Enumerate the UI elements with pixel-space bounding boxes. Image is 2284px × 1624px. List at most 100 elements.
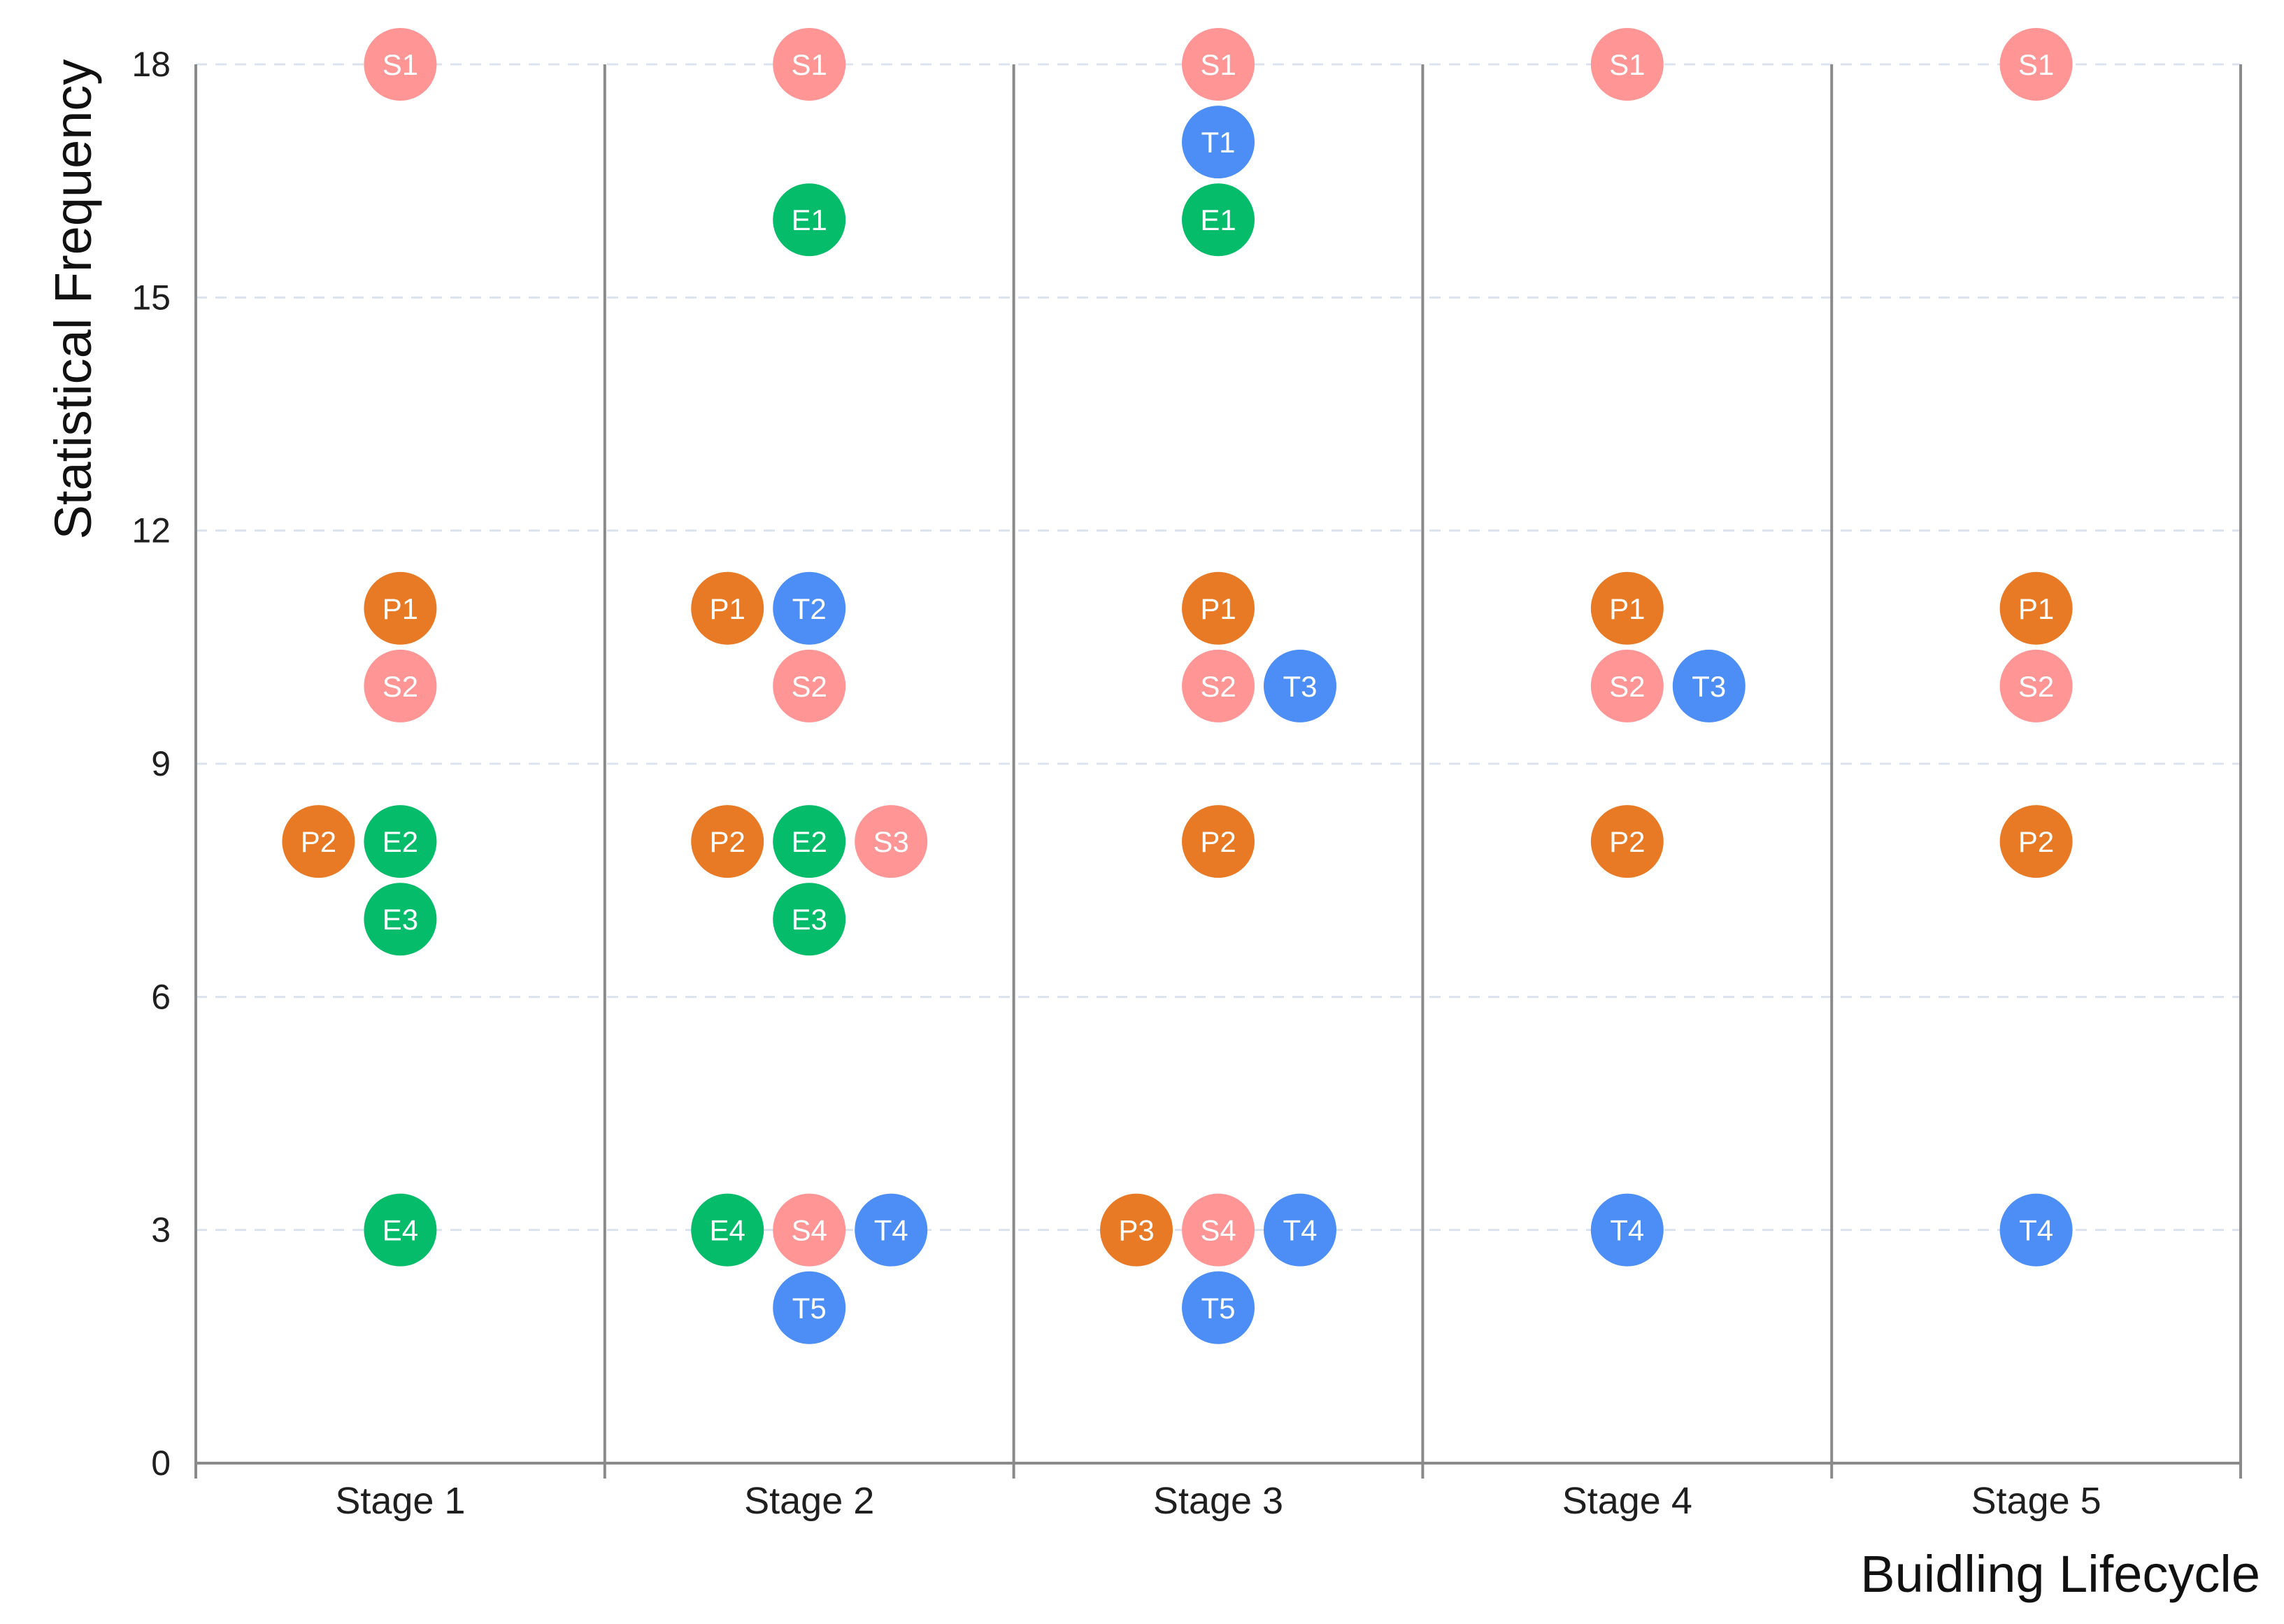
point-label: T4 (1283, 1214, 1317, 1247)
y-tick-6: 6 (151, 977, 171, 1016)
point-label: T5 (792, 1292, 827, 1325)
point-marker (1182, 28, 1255, 101)
point-marker (773, 1271, 846, 1344)
point-marker (1182, 571, 1255, 645)
point-marker (364, 571, 437, 645)
point-label: S2 (1200, 670, 1236, 703)
point-marker (282, 805, 355, 878)
point-stage4-t4: T4 (1590, 1193, 1664, 1267)
x-tick-2: Stage 2 (744, 1480, 874, 1522)
point-marker (855, 805, 928, 878)
x-tick-1: Stage 1 (335, 1480, 465, 1522)
y-tick-3: 3 (151, 1211, 171, 1250)
point-marker (1672, 649, 1746, 722)
point-stage4-p1: P1 (1590, 571, 1664, 645)
point-marker (1590, 28, 1664, 101)
x-tick-labels: Stage 1 Stage 2 Stage 3 Stage 4 Stage 5 (335, 1480, 2101, 1522)
point-stage2-t4: T4 (855, 1193, 928, 1267)
point-stage4-s2: S2 (1590, 649, 1664, 722)
point-marker (691, 805, 764, 878)
point-label: P1 (2018, 592, 2054, 625)
point-marker (1590, 571, 1664, 645)
point-stage3-s2: S2 (1182, 649, 1255, 722)
y-tick-0: 0 (151, 1444, 171, 1483)
point-stage4-p2: P2 (1590, 805, 1664, 878)
point-stage3-t5: T5 (1182, 1271, 1255, 1344)
point-stage5-s1: S1 (1999, 28, 2073, 101)
point-marker (773, 649, 846, 722)
point-stage3-e1: E1 (1182, 183, 1255, 257)
point-label: T4 (2019, 1214, 2053, 1247)
point-marker (364, 883, 437, 956)
point-label: P2 (1609, 825, 1645, 858)
point-label: T2 (792, 592, 827, 625)
point-label: S3 (873, 825, 909, 858)
point-marker (364, 805, 437, 878)
point-label: S2 (2018, 670, 2054, 703)
point-marker (364, 1193, 437, 1267)
point-marker (1590, 1193, 1664, 1267)
point-marker (1999, 649, 2073, 722)
point-label: P2 (710, 825, 745, 858)
point-stage3-t4: T4 (1264, 1193, 1336, 1267)
point-marker (1264, 1193, 1336, 1267)
point-stage2-e2: E2 (773, 805, 846, 878)
point-marker (1182, 805, 1255, 878)
point-stage5-p1: P1 (1999, 571, 2073, 645)
point-label: P2 (1200, 825, 1236, 858)
point-stage2-e3: E3 (773, 883, 846, 956)
point-label: E2 (383, 825, 418, 858)
point-stage3-p1: P1 (1182, 571, 1255, 645)
point-label: S1 (1200, 48, 1236, 81)
x-axis-title: Buidling Lifecycle (1860, 1545, 2260, 1603)
point-label: S1 (383, 48, 418, 81)
point-stage2-s2: S2 (773, 649, 846, 722)
point-label: E4 (383, 1214, 418, 1247)
point-stage2-e4: E4 (691, 1193, 764, 1267)
point-label: S2 (1609, 670, 1645, 703)
point-stage1-p1: P1 (364, 571, 437, 645)
point-label: P1 (383, 592, 418, 625)
point-stage5-t4: T4 (1999, 1193, 2073, 1267)
point-marker (855, 1193, 928, 1267)
point-marker (1999, 571, 2073, 645)
point-stage2-p1: P1 (691, 571, 764, 645)
x-tick-3: Stage 3 (1153, 1480, 1283, 1522)
point-stage3-p2: P2 (1182, 805, 1255, 878)
point-stage1-s1: S1 (364, 28, 437, 101)
point-stage1-p2: P2 (282, 805, 355, 878)
point-label: S2 (383, 670, 418, 703)
point-label: S2 (792, 670, 827, 703)
point-stage1-s2: S2 (364, 649, 437, 722)
point-marker (1182, 106, 1255, 179)
point-stage1-e3: E3 (364, 883, 437, 956)
point-marker (1999, 805, 2073, 878)
point-stage4-s1: S1 (1590, 28, 1664, 101)
point-label: P2 (301, 825, 336, 858)
point-label: E4 (710, 1214, 745, 1247)
x-tick-4: Stage 4 (1562, 1480, 1692, 1522)
point-label: T1 (1201, 126, 1235, 159)
point-marker (1264, 649, 1336, 722)
point-marker (691, 1193, 764, 1267)
point-marker (691, 571, 764, 645)
point-marker (1100, 1193, 1173, 1267)
point-stage2-p2: P2 (691, 805, 764, 878)
point-label: P1 (1200, 592, 1236, 625)
point-marker (1182, 649, 1255, 722)
point-label: T4 (874, 1214, 908, 1247)
y-tick-18: 18 (131, 45, 171, 84)
point-stage5-p2: P2 (1999, 805, 2073, 878)
y-tick-15: 15 (131, 278, 171, 317)
point-stage4-t3: T3 (1672, 649, 1746, 722)
point-marker (773, 805, 846, 878)
point-stage2-s1: S1 (773, 28, 846, 101)
point-label: E1 (1200, 204, 1236, 236)
y-tick-labels: 0 3 6 9 12 15 18 (131, 45, 171, 1483)
point-marker (773, 883, 846, 956)
point-stage1-e4: E4 (364, 1193, 437, 1267)
point-stage2-s3: S3 (855, 805, 928, 878)
point-marker (1182, 183, 1255, 257)
point-stage3-s1: S1 (1182, 28, 1255, 101)
x-tick-5: Stage 5 (1971, 1480, 2101, 1522)
